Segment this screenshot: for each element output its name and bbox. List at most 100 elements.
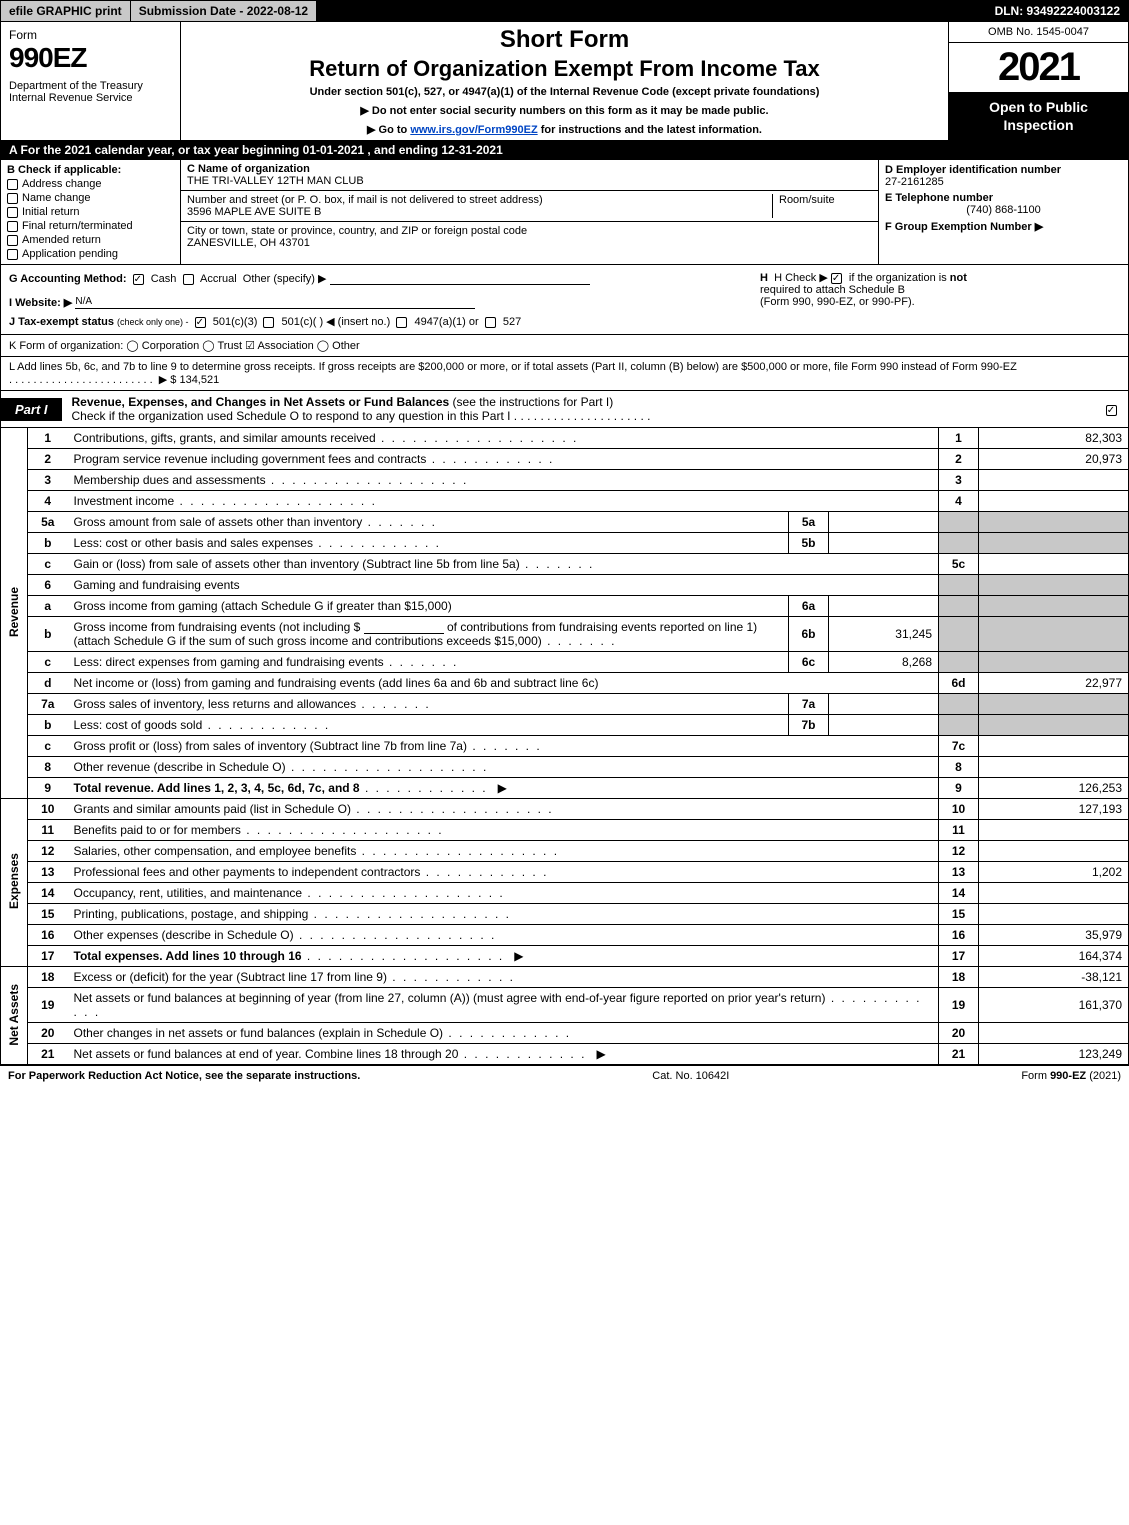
line-17-value: 164,374 — [979, 946, 1129, 967]
omb-number: OMB No. 1545-0047 — [949, 22, 1128, 43]
efile-print[interactable]: efile GRAPHIC print — [1, 1, 131, 21]
part-1-checkbox[interactable] — [1098, 402, 1128, 416]
header-left: Form 990EZ Department of the Treasury In… — [1, 22, 181, 140]
part-1-table: Revenue 1 Contributions, gifts, grants, … — [0, 428, 1129, 1065]
line-6a: a Gross income from gaming (attach Sched… — [1, 596, 1129, 617]
phone-label: E Telephone number — [885, 192, 1122, 204]
header-center: Short Form Return of Organization Exempt… — [181, 22, 948, 140]
line-3: 3 Membership dues and assessments 3 — [1, 470, 1129, 491]
group-exemption-label: F Group Exemption Number ▶ — [885, 220, 1122, 233]
short-form-title: Short Form — [191, 26, 938, 54]
line-21: 21 Net assets or fund balances at end of… — [1, 1044, 1129, 1065]
part-1-header: Part I Revenue, Expenses, and Changes in… — [0, 391, 1129, 428]
website-field[interactable]: N/A — [75, 295, 475, 309]
street-label: Number and street (or P. O. box, if mail… — [187, 194, 772, 206]
line-k: K Form of organization: ◯ Corporation ◯ … — [0, 335, 1129, 357]
form-word: Form — [9, 28, 172, 42]
gh-left: G Accounting Method: Cash Accrual Other … — [9, 271, 740, 328]
netassets-label: Net Assets — [1, 967, 28, 1065]
line-13: 13 Professional fees and other payments … — [1, 862, 1129, 883]
city-row: City or town, state or province, country… — [181, 222, 878, 252]
header-right: OMB No. 1545-0047 2021 Open to Public In… — [948, 22, 1128, 140]
chk-initial-return[interactable]: Initial return — [7, 206, 174, 218]
line-12: 12 Salaries, other compensation, and emp… — [1, 841, 1129, 862]
line-20: 20 Other changes in net assets or fund b… — [1, 1023, 1129, 1044]
line-10: Expenses 10 Grants and similar amounts p… — [1, 799, 1129, 820]
subtitle: Under section 501(c), 527, or 4947(a)(1)… — [191, 86, 938, 98]
line-5c: c Gain or (loss) from sale of assets oth… — [1, 554, 1129, 575]
chk-final-return[interactable]: Final return/terminated — [7, 220, 174, 232]
page-footer: For Paperwork Reduction Act Notice, see … — [0, 1065, 1129, 1086]
tax-year: 2021 — [949, 43, 1128, 92]
form-number: 990EZ — [9, 42, 172, 74]
line-5b: b Less: cost or other basis and sales ex… — [1, 533, 1129, 554]
line-j: J Tax-exempt status (check only one) - 5… — [9, 315, 740, 328]
line-2: 2 Program service revenue including gove… — [1, 449, 1129, 470]
expenses-label: Expenses — [1, 799, 28, 967]
line-7c: c Gross profit or (loss) from sales of i… — [1, 736, 1129, 757]
dln: DLN: 93492224003122 — [987, 1, 1128, 21]
line-13-value: 1,202 — [979, 862, 1129, 883]
col-d-identifiers: D Employer identification number 27-2161… — [878, 160, 1128, 264]
street-row: Number and street (or P. O. box, if mail… — [181, 191, 878, 222]
chk-address-change[interactable]: Address change — [7, 178, 174, 190]
6b-blank[interactable] — [364, 620, 444, 634]
street-value: 3596 MAPLE AVE SUITE B — [187, 206, 772, 218]
section-bcd: B Check if applicable: Address change Na… — [0, 160, 1129, 265]
chk-schedule-b[interactable] — [831, 273, 842, 284]
chk-cash[interactable] — [133, 274, 144, 285]
line-6c: c Less: direct expenses from gaming and … — [1, 652, 1129, 673]
line-16-value: 35,979 — [979, 925, 1129, 946]
topbar: efile GRAPHIC print Submission Date - 20… — [0, 0, 1129, 22]
topbar-spacer — [317, 1, 986, 21]
line-l: L Add lines 5b, 6c, and 7b to line 9 to … — [0, 357, 1129, 391]
col-b-header: B Check if applicable: — [7, 164, 174, 176]
instruction-2: ▶ Go to www.irs.gov/Form990EZ for instru… — [191, 123, 938, 136]
room-label: Room/suite — [779, 194, 872, 206]
chk-name-change[interactable]: Name change — [7, 192, 174, 204]
line-7a: 7a Gross sales of inventory, less return… — [1, 694, 1129, 715]
line-11: 11 Benefits paid to or for members 11 — [1, 820, 1129, 841]
line-16: 16 Other expenses (describe in Schedule … — [1, 925, 1129, 946]
line-9: 9 Total revenue. Add lines 1, 2, 3, 4, 5… — [1, 778, 1129, 799]
org-name-value: THE TRI-VALLEY 12TH MAN CLUB — [187, 175, 364, 187]
chk-accrual[interactable] — [183, 274, 194, 285]
ein-value: 27-2161285 — [885, 176, 1122, 188]
chk-amended-return[interactable]: Amended return — [7, 234, 174, 246]
line-14: 14 Occupancy, rent, utilities, and maint… — [1, 883, 1129, 904]
line-4: 4 Investment income 4 — [1, 491, 1129, 512]
line-5a: 5a Gross amount from sale of assets othe… — [1, 512, 1129, 533]
submission-date: Submission Date - 2022-08-12 — [131, 1, 317, 21]
footer-left: For Paperwork Reduction Act Notice, see … — [8, 1070, 360, 1082]
chk-501c[interactable] — [263, 317, 274, 328]
chk-4947a1[interactable] — [396, 317, 407, 328]
ghij-block: G Accounting Method: Cash Accrual Other … — [0, 265, 1129, 335]
line-i: I Website: ▶ N/A — [9, 295, 740, 309]
footer-form-ref: Form 990-EZ (2021) — [1021, 1070, 1121, 1082]
line-18: Net Assets 18 Excess or (deficit) for th… — [1, 967, 1129, 988]
col-b-check-applicable: B Check if applicable: Address change Na… — [1, 160, 181, 264]
chk-application-pending[interactable]: Application pending — [7, 248, 174, 260]
line-h: H H Check ▶ if the organization is not r… — [760, 271, 1120, 328]
line-18-value: -38,121 — [979, 967, 1129, 988]
part-1-title: Revenue, Expenses, and Changes in Net As… — [62, 391, 1098, 427]
col-c-org-info: C Name of organization THE TRI-VALLEY 12… — [181, 160, 878, 264]
other-method-field[interactable] — [330, 271, 590, 285]
org-name-label: C Name of organization — [187, 163, 358, 175]
line-7b: b Less: cost of goods sold 7b — [1, 715, 1129, 736]
line-g: G Accounting Method: Cash Accrual Other … — [9, 271, 740, 285]
line-10-value: 127,193 — [979, 799, 1129, 820]
line-6b: b Gross income from fundraising events (… — [1, 617, 1129, 652]
chk-527[interactable] — [485, 317, 496, 328]
row-a-calendar-year: A For the 2021 calendar year, or tax yea… — [0, 140, 1129, 160]
main-title: Return of Organization Exempt From Incom… — [191, 56, 938, 82]
line-6b-value: 31,245 — [829, 617, 939, 652]
city-label: City or town, state or province, country… — [187, 225, 527, 237]
line-2-value: 20,973 — [979, 449, 1129, 470]
irs-link[interactable]: www.irs.gov/Form990EZ — [410, 124, 537, 136]
department: Department of the Treasury Internal Reve… — [9, 80, 172, 104]
line-19: 19 Net assets or fund balances at beginn… — [1, 988, 1129, 1023]
ein-label: D Employer identification number — [885, 164, 1122, 176]
chk-501c3[interactable] — [195, 317, 206, 328]
line-6d-value: 22,977 — [979, 673, 1129, 694]
